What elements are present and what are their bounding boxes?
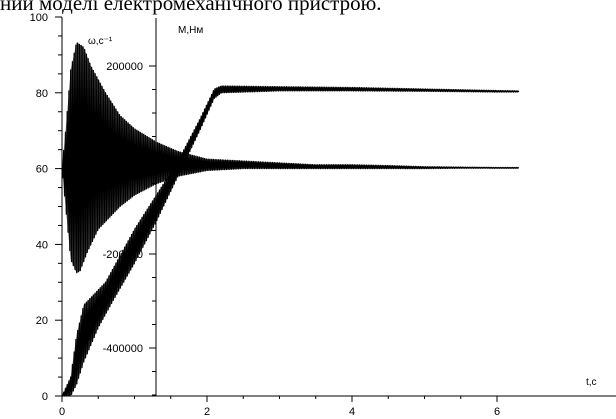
x-tick-label: 4: [349, 406, 355, 418]
left-y-tick-label: 0: [42, 391, 48, 403]
left-y-tick-label: 20: [36, 315, 48, 327]
inner-y-axis-label: ω,с⁻¹: [88, 36, 113, 47]
left-y-tick-label: 40: [36, 239, 48, 251]
series-label-torque: M,Нм: [178, 25, 203, 36]
x-axis-label: t,с: [586, 377, 597, 388]
x-tick-label: 6: [494, 406, 500, 418]
inner-y-tick-label: 200000: [106, 61, 143, 73]
x-tick-label: 2: [204, 406, 210, 418]
figure-caption: ний моделі електромеханічного пристрою.: [0, 0, 382, 15]
chart-plot-group: 0204060801000246-400000-2000000200000ω,с…: [30, 12, 616, 418]
left-y-tick-label: 100: [30, 12, 48, 24]
inner-y-tick-label: -400000: [103, 343, 143, 355]
series-torque-band: [62, 42, 519, 273]
left-y-tick-label: 80: [36, 88, 48, 100]
left-y-tick-label: 60: [36, 164, 48, 176]
x-tick-label: 0: [59, 406, 65, 418]
